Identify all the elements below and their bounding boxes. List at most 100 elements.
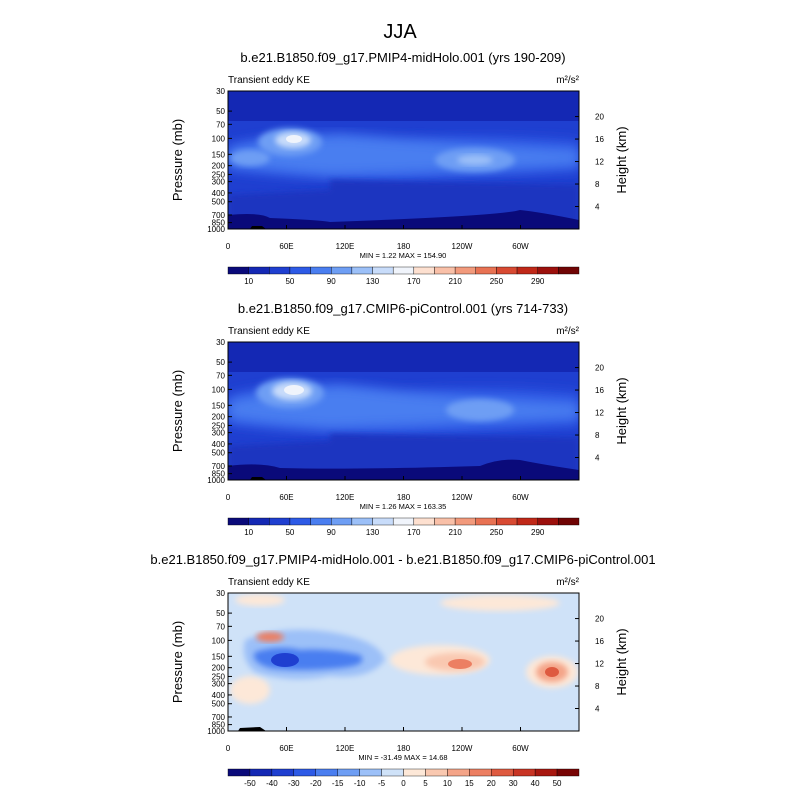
panel-3-field bbox=[228, 593, 579, 731]
colorbar-swatch bbox=[434, 517, 456, 526]
y-tick-label: 1000 bbox=[207, 727, 225, 736]
y-tick-label: 300 bbox=[212, 429, 226, 438]
colorbar-label: -5 bbox=[378, 779, 386, 788]
colorbar-swatch bbox=[392, 517, 415, 526]
colorbar-swatch bbox=[516, 266, 538, 275]
colorbar-swatch bbox=[289, 517, 311, 526]
panel-1-variable-label: Transient eddy KE bbox=[228, 75, 310, 86]
y-tick-label: 70 bbox=[216, 120, 225, 129]
colorbar-label: 290 bbox=[531, 528, 545, 537]
x-tick-label: 120E bbox=[336, 242, 355, 251]
panel-1-right-axis: 20 16 12 8 4 bbox=[575, 113, 604, 212]
y-tick-label: 400 bbox=[212, 691, 226, 700]
y-tick-label: 150 bbox=[212, 150, 226, 159]
colorbar-label: 15 bbox=[465, 779, 474, 788]
x-tick-label: 0 bbox=[226, 242, 231, 251]
y-tick-label: 70 bbox=[216, 622, 225, 631]
y-tick-label: 250 bbox=[212, 421, 226, 430]
colorbar-label: 290 bbox=[531, 277, 545, 286]
y-tick-label: 1000 bbox=[207, 476, 225, 485]
panel-1-title: b.e21.B1850.f09_g17.PMIP4-midHolo.001 (y… bbox=[240, 50, 565, 65]
panel-3-right-axis: 20 16 12 8 4 bbox=[575, 615, 604, 714]
panel-2-min-max: MIN = 1.26 MAX = 163.35 bbox=[360, 502, 447, 511]
y-tick-label: 50 bbox=[216, 107, 225, 116]
x-tick-label: 120E bbox=[336, 744, 355, 753]
colorbar-swatch bbox=[413, 266, 435, 275]
colorbar-swatch bbox=[372, 266, 394, 275]
colorbar-swatch bbox=[392, 266, 415, 275]
y-tick-label: 30 bbox=[216, 589, 225, 598]
x-tick-label: 60E bbox=[279, 242, 293, 251]
colorbar-swatch bbox=[227, 768, 251, 777]
colorbar-label: 90 bbox=[327, 528, 336, 537]
colorbar-swatch bbox=[372, 517, 394, 526]
colorbar-swatch bbox=[556, 768, 580, 777]
panel-2-x-axis: 0 60E 120E 180 120W 60W bbox=[226, 476, 529, 502]
right-tick-label: 8 bbox=[595, 682, 600, 691]
y-tick-label: 400 bbox=[212, 440, 226, 449]
right-tick-label: 4 bbox=[595, 203, 600, 212]
colorbar-swatch bbox=[516, 517, 538, 526]
panel-2-variable-label: Transient eddy KE bbox=[228, 326, 310, 337]
y-tick-label: 70 bbox=[216, 371, 225, 380]
colorbar-label: -40 bbox=[266, 779, 278, 788]
colorbar-swatch bbox=[534, 768, 558, 777]
y-tick-label: 100 bbox=[212, 134, 226, 143]
right-tick-label: 4 bbox=[595, 705, 600, 714]
x-tick-label: 60W bbox=[512, 744, 529, 753]
panel-3-units-label: m²/s² bbox=[556, 577, 579, 588]
x-tick-label: 0 bbox=[226, 493, 231, 502]
right-tick-label: 4 bbox=[595, 454, 600, 463]
panel-1-colorbar: 10 50 90 130 170 210 250 290 bbox=[227, 266, 580, 286]
right-tick-label: 12 bbox=[595, 158, 604, 167]
right-tick-label: 20 bbox=[595, 113, 604, 122]
colorbar-label: 10 bbox=[443, 779, 452, 788]
right-tick-label: 16 bbox=[595, 135, 604, 144]
colorbar-swatch bbox=[491, 768, 514, 777]
right-tick-label: 8 bbox=[595, 180, 600, 189]
colorbar-label: 130 bbox=[366, 277, 380, 286]
colorbar-label: 40 bbox=[531, 779, 540, 788]
colorbar-swatch bbox=[331, 266, 353, 275]
colorbar-swatch bbox=[331, 517, 353, 526]
panel-2-field bbox=[228, 342, 579, 480]
colorbar-label: 130 bbox=[366, 528, 380, 537]
y-tick-label: 100 bbox=[212, 385, 226, 394]
colorbar-label: 250 bbox=[490, 528, 504, 537]
colorbar-label: 210 bbox=[448, 277, 462, 286]
colorbar-swatch bbox=[537, 517, 559, 526]
colorbar-swatch bbox=[269, 266, 291, 275]
colorbar-swatch bbox=[248, 517, 270, 526]
y-tick-label: 700 bbox=[212, 462, 226, 471]
panel-3-right-axis-title: Height (km) bbox=[614, 628, 629, 695]
y-tick-label: 500 bbox=[212, 449, 226, 458]
colorbar-swatch bbox=[475, 517, 497, 526]
panel-2-units-label: m²/s² bbox=[556, 326, 579, 337]
panel-1: b.e21.B1850.f09_g17.PMIP4-midHolo.001 (y… bbox=[170, 50, 629, 286]
y-tick-label: 150 bbox=[212, 652, 226, 661]
colorbar-label: 250 bbox=[490, 277, 504, 286]
panel-2-y-axis-title: Pressure (mb) bbox=[170, 370, 185, 452]
colorbar-swatch bbox=[249, 768, 273, 777]
colorbar-swatch bbox=[512, 768, 536, 777]
x-tick-label: 180 bbox=[397, 744, 411, 753]
x-tick-label: 180 bbox=[397, 493, 411, 502]
colorbar-swatch bbox=[310, 266, 332, 275]
y-tick-label: 200 bbox=[212, 162, 226, 171]
y-tick-label: 200 bbox=[212, 664, 226, 673]
panel-3-title: b.e21.B1850.f09_g17.PMIP4-midHolo.001 - … bbox=[150, 552, 655, 567]
colorbar-swatch bbox=[447, 768, 470, 777]
colorbar-swatch bbox=[496, 517, 518, 526]
colorbar-label: 50 bbox=[285, 277, 294, 286]
x-tick-label: 0 bbox=[226, 744, 231, 753]
colorbar-swatch bbox=[475, 266, 497, 275]
panel-3: b.e21.B1850.f09_g17.PMIP4-midHolo.001 - … bbox=[150, 552, 655, 788]
right-tick-label: 12 bbox=[595, 660, 604, 669]
colorbar-swatch bbox=[310, 517, 332, 526]
figure-title: JJA bbox=[383, 21, 417, 43]
colorbar-swatch bbox=[289, 266, 311, 275]
right-tick-label: 20 bbox=[595, 615, 604, 624]
colorbar-label: -20 bbox=[310, 779, 322, 788]
x-tick-label: 60E bbox=[279, 744, 293, 753]
